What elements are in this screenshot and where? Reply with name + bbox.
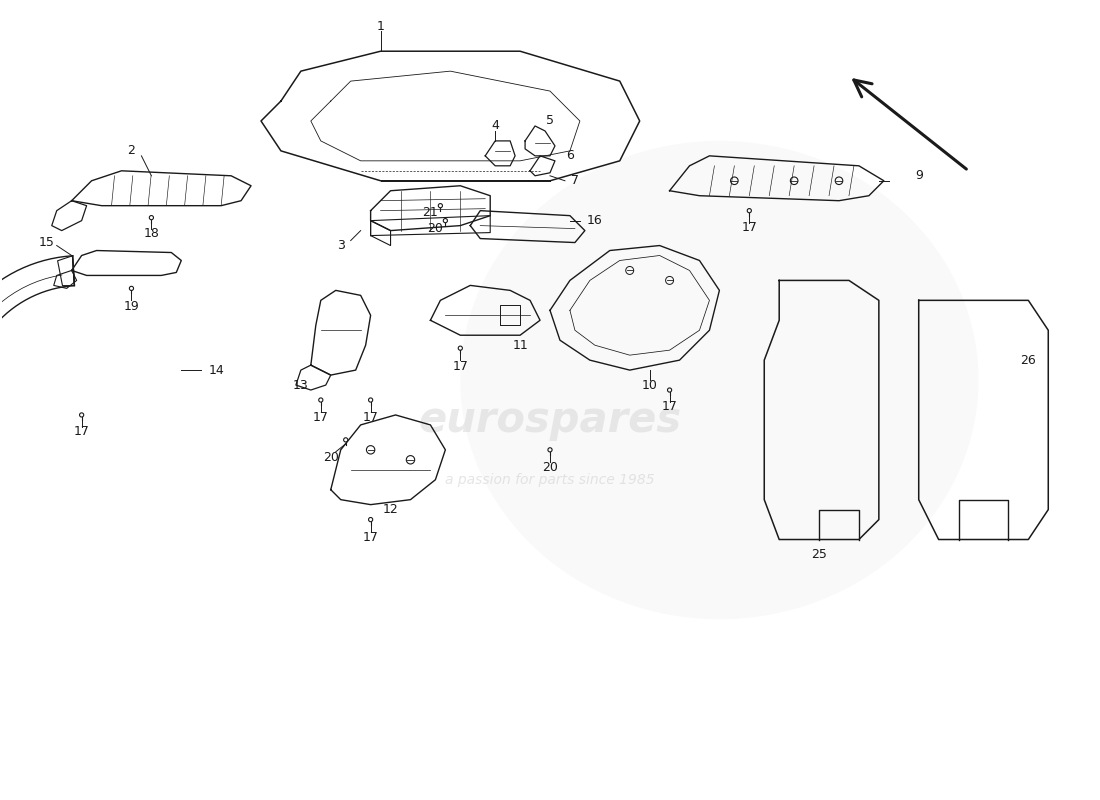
- Text: 13: 13: [293, 378, 309, 391]
- Text: 21: 21: [422, 206, 438, 219]
- Text: 5: 5: [546, 114, 554, 127]
- Text: eurospares: eurospares: [418, 399, 682, 441]
- Text: 20: 20: [322, 451, 339, 464]
- Text: 15: 15: [39, 236, 55, 249]
- Text: 4: 4: [492, 119, 499, 133]
- Text: 12: 12: [383, 503, 398, 516]
- Text: 1: 1: [376, 20, 385, 33]
- Text: 16: 16: [587, 214, 603, 227]
- Text: 9: 9: [915, 170, 923, 182]
- Text: 17: 17: [363, 411, 378, 425]
- Text: 3: 3: [337, 239, 344, 252]
- Text: 17: 17: [661, 401, 678, 414]
- Text: 10: 10: [641, 378, 658, 391]
- Text: 11: 11: [513, 338, 528, 352]
- Text: 17: 17: [363, 531, 378, 544]
- Text: 7: 7: [571, 174, 579, 187]
- Text: 19: 19: [123, 300, 140, 313]
- Text: 17: 17: [74, 426, 89, 438]
- Text: 17: 17: [741, 221, 757, 234]
- Text: 17: 17: [312, 411, 329, 425]
- Text: 20: 20: [428, 222, 443, 235]
- Ellipse shape: [460, 141, 979, 619]
- Text: a passion for parts since 1985: a passion for parts since 1985: [446, 473, 654, 486]
- Text: 26: 26: [1021, 354, 1036, 366]
- Text: 17: 17: [452, 360, 469, 373]
- Text: 25: 25: [811, 548, 827, 561]
- Text: 20: 20: [542, 462, 558, 474]
- Text: 14: 14: [208, 364, 224, 377]
- Text: 18: 18: [143, 227, 160, 240]
- Text: 2: 2: [128, 144, 135, 158]
- Text: 6: 6: [566, 150, 574, 162]
